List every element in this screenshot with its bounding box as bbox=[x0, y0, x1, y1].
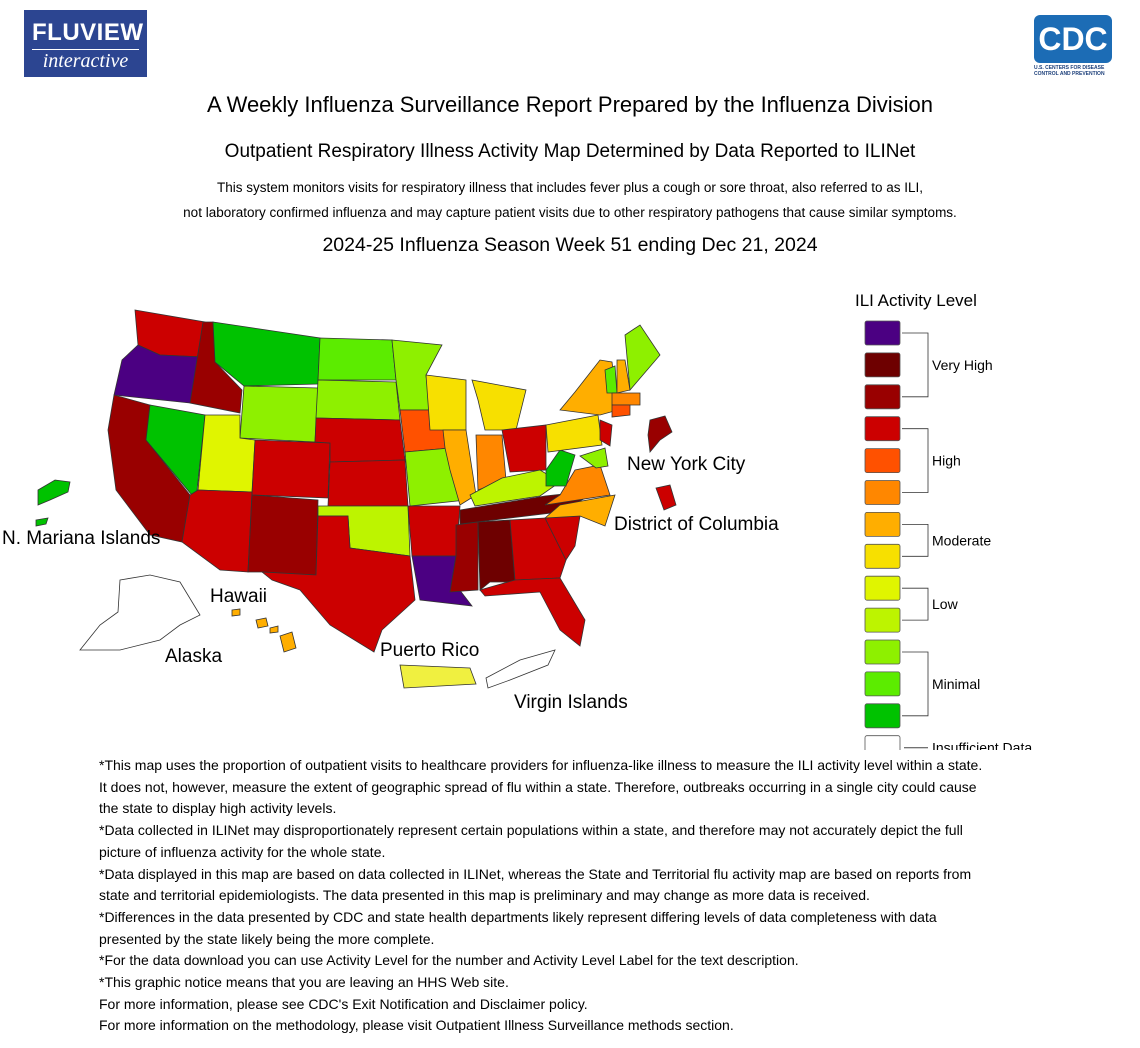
legend-label: Low bbox=[932, 596, 959, 612]
state[interactable] bbox=[545, 414, 603, 453]
legend-label: Insufficient Data bbox=[932, 740, 1032, 750]
season-heading: 2024-25 Influenza Season Week 51 ending … bbox=[322, 234, 818, 256]
map-label: Virgin Islands bbox=[514, 692, 628, 713]
state[interactable] bbox=[327, 459, 409, 507]
legend-swatch bbox=[864, 320, 901, 346]
map-label: New York City bbox=[627, 454, 746, 475]
cdc-mark: CDC bbox=[1034, 15, 1112, 63]
territory[interactable] bbox=[231, 608, 241, 617]
ili-map: N. Mariana Islands Hawaii Alaska Puerto … bbox=[2, 291, 1032, 750]
footnote: For more information, please see CDC's E… bbox=[99, 995, 588, 1012]
state[interactable] bbox=[212, 321, 321, 387]
legend-swatch bbox=[864, 448, 901, 474]
legend-label: Minimal bbox=[932, 676, 980, 692]
state[interactable] bbox=[509, 517, 567, 581]
legend-swatch bbox=[864, 735, 901, 750]
footnote: *This graphic notice means that you are … bbox=[99, 974, 509, 991]
state[interactable] bbox=[411, 555, 473, 607]
legend: ILI Activity Level Very High High Moderate… bbox=[855, 291, 1032, 750]
state[interactable] bbox=[579, 447, 609, 469]
footnote: *For the data download you can use Activ… bbox=[99, 952, 799, 969]
states bbox=[35, 309, 677, 689]
legend-bracket bbox=[902, 587, 929, 621]
state[interactable] bbox=[407, 505, 461, 557]
state[interactable] bbox=[251, 439, 331, 499]
territory[interactable] bbox=[79, 574, 201, 651]
legend-swatch bbox=[864, 352, 901, 378]
footnotes: *This map uses the proportion of outpati… bbox=[99, 755, 989, 1037]
state[interactable] bbox=[247, 494, 319, 576]
legend-bracket bbox=[902, 332, 929, 398]
state[interactable] bbox=[449, 521, 479, 593]
footnote: For more information on the methodology,… bbox=[99, 1017, 734, 1034]
description-line: not laboratory confirmed influenza and m… bbox=[183, 205, 957, 220]
state[interactable] bbox=[260, 515, 416, 653]
state[interactable] bbox=[559, 359, 619, 416]
logo-title: FLUVIEW bbox=[32, 19, 143, 50]
state[interactable] bbox=[604, 365, 618, 394]
legend-label: High bbox=[932, 453, 961, 469]
map-label: N. Mariana Islands bbox=[2, 528, 160, 549]
state[interactable] bbox=[477, 519, 516, 591]
state[interactable] bbox=[611, 392, 641, 406]
legend-bracket bbox=[902, 428, 929, 493]
state[interactable] bbox=[624, 324, 661, 391]
state[interactable] bbox=[611, 404, 631, 418]
legend-title: ILI Activity Level bbox=[855, 291, 977, 310]
legend-swatch bbox=[864, 416, 901, 442]
legend-bracket bbox=[902, 651, 929, 717]
territory[interactable] bbox=[279, 631, 297, 653]
state[interactable] bbox=[599, 419, 613, 447]
map-label: Alaska bbox=[165, 646, 222, 667]
state[interactable] bbox=[544, 464, 611, 506]
state[interactable] bbox=[501, 424, 547, 473]
footnote: *This map uses the proportion of outpati… bbox=[99, 757, 983, 817]
map-label: Puerto Rico bbox=[380, 640, 479, 661]
legend-label: Very High bbox=[932, 357, 993, 373]
footnote: *Data collected in ILINet may disproport… bbox=[99, 822, 963, 860]
cdc-caption: U.S. CENTERS FOR DISEASE CONTROL AND PRE… bbox=[1034, 65, 1105, 77]
legend-bracket bbox=[902, 524, 929, 557]
state[interactable] bbox=[543, 494, 616, 527]
state[interactable] bbox=[181, 489, 253, 573]
map-title: Outpatient Respiratory Illness Activity … bbox=[224, 141, 916, 162]
legend-swatch bbox=[864, 703, 901, 729]
legend-swatch bbox=[864, 480, 901, 505]
state[interactable] bbox=[425, 374, 467, 431]
territory[interactable] bbox=[269, 625, 279, 634]
report-title: A Weekly Influenza Surveillance Report P… bbox=[207, 92, 933, 117]
legend-swatch bbox=[864, 575, 901, 601]
map-label: Hawaii bbox=[210, 586, 267, 607]
territory[interactable] bbox=[35, 517, 49, 527]
legend-swatch bbox=[864, 512, 901, 537]
description-line: This system monitors visits for respirat… bbox=[216, 180, 924, 195]
legend-label: Moderate bbox=[932, 532, 991, 548]
legend-swatch bbox=[864, 639, 901, 665]
state[interactable] bbox=[647, 415, 673, 453]
state[interactable] bbox=[317, 337, 397, 381]
state[interactable] bbox=[315, 379, 401, 421]
legend-swatch bbox=[864, 384, 901, 410]
logo-subtitle: interactive bbox=[42, 50, 129, 72]
state[interactable] bbox=[471, 379, 527, 431]
legend-swatch bbox=[864, 607, 901, 633]
footnote: *Data displayed in this map are based on… bbox=[99, 865, 972, 904]
territory[interactable] bbox=[255, 617, 269, 629]
map-label: District of Columbia bbox=[614, 514, 779, 535]
state[interactable] bbox=[442, 429, 477, 506]
fluview-logo[interactable]: FLUVIEW interactive bbox=[24, 10, 147, 77]
state[interactable] bbox=[545, 449, 576, 487]
legend-swatch bbox=[864, 671, 901, 697]
legend-swatch bbox=[864, 543, 901, 569]
state[interactable] bbox=[655, 484, 677, 511]
cdc-logo[interactable]: CDC U.S. CENTERS FOR DISEASE CONTROL AND… bbox=[1034, 15, 1114, 77]
territory[interactable] bbox=[485, 649, 556, 689]
territory[interactable] bbox=[37, 479, 71, 506]
territory[interactable] bbox=[399, 664, 477, 689]
state[interactable] bbox=[239, 385, 319, 443]
state[interactable] bbox=[479, 577, 586, 647]
footnote: *Differences in the data presented by CD… bbox=[99, 908, 937, 947]
